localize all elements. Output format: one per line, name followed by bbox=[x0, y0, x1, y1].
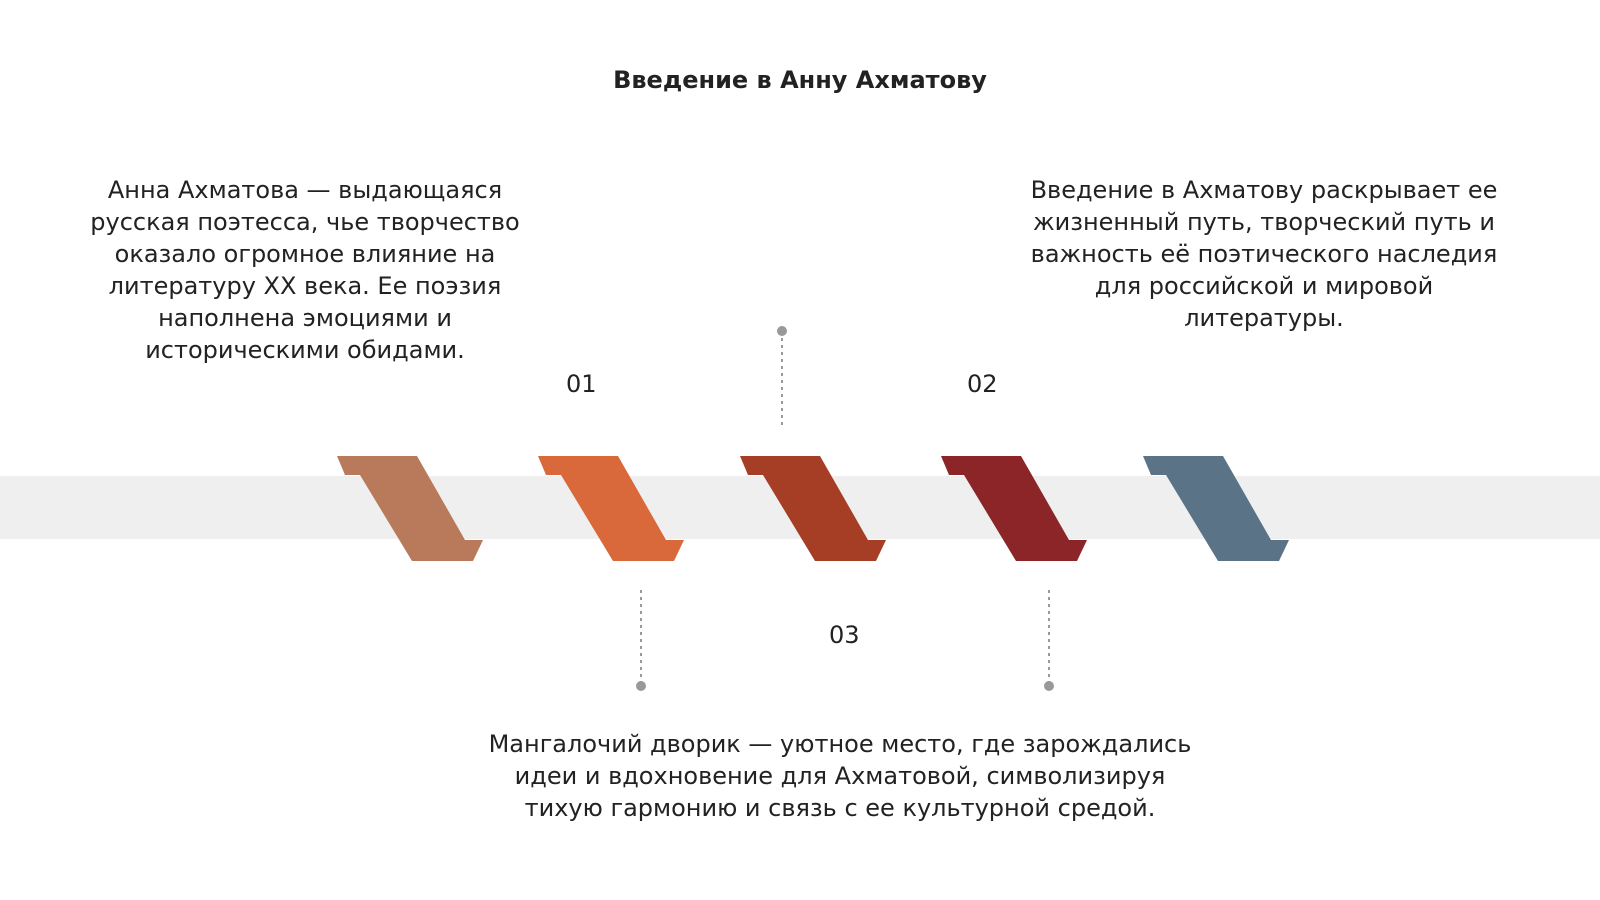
text-block: Мангалочий дворик — уютное место, где за… bbox=[440, 728, 1240, 824]
text-block: Анна Ахматова — выдающаяся русская поэтес… bbox=[55, 174, 555, 366]
text-line: тихую гармонию и связь с ее культурной с… bbox=[524, 794, 1156, 822]
dot bbox=[636, 681, 646, 691]
dot bbox=[1044, 681, 1054, 691]
step-number: 03 bbox=[829, 621, 860, 649]
dot bbox=[777, 326, 787, 336]
text-line: оказало огромное влияние на bbox=[114, 240, 496, 268]
dots bbox=[636, 326, 1054, 691]
text-line: Введение в Ахматову раскрывает ее bbox=[1030, 176, 1498, 204]
text-line: для российской и мировой bbox=[1094, 272, 1434, 300]
text-line: идеи и вдохновение для Ахматовой, символ… bbox=[514, 762, 1166, 790]
text-block: Введение в Ахматову раскрывает ее жизненн… bbox=[1004, 174, 1524, 334]
text-line: наполнена эмоциями и bbox=[158, 304, 452, 332]
text-line: Мангалочий дворик — уютное место, где за… bbox=[488, 730, 1192, 758]
text-line: литературы. bbox=[1184, 304, 1344, 332]
text-line: важность её поэтического наследия bbox=[1030, 240, 1498, 268]
connectors bbox=[640, 331, 1050, 686]
title: Введение в Анну Ахматову bbox=[613, 66, 987, 94]
text-line: Анна Ахматова — выдающаяся bbox=[107, 176, 503, 204]
step-number: 01 bbox=[566, 370, 597, 398]
text-line: русская поэтесса, чье творчество bbox=[90, 208, 520, 236]
step-number: 02 bbox=[967, 370, 998, 398]
text-line: литературу XX века. Ее поэзия bbox=[108, 272, 502, 300]
text-line: жизненный путь, творческий путь и bbox=[1032, 208, 1496, 236]
text-line: историческими обидами. bbox=[145, 336, 465, 364]
